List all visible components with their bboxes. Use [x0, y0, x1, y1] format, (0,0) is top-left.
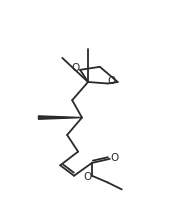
Text: O: O	[72, 63, 80, 73]
Text: O: O	[110, 153, 119, 163]
Polygon shape	[38, 116, 82, 119]
Text: O: O	[83, 171, 91, 182]
Text: O: O	[108, 76, 116, 87]
